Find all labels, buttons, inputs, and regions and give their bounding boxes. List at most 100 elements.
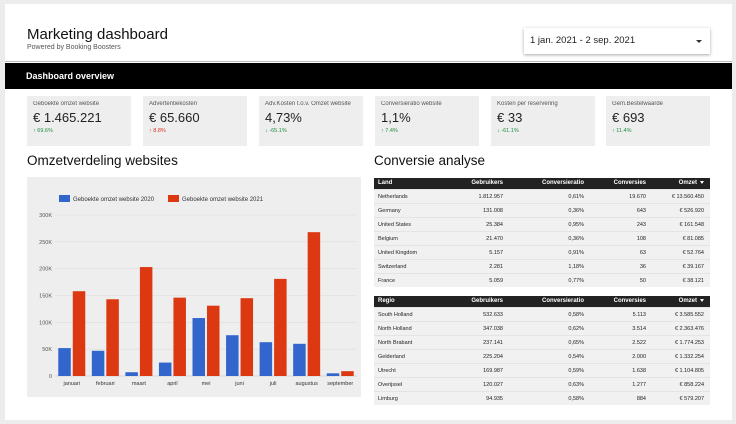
table-cell: South Holland bbox=[378, 312, 413, 318]
dashboard-page: Marketing dashboard Powered by Booking B… bbox=[5, 4, 732, 420]
bar bbox=[106, 299, 119, 376]
legend-label: Geboekte omzet website 2021 bbox=[182, 197, 264, 203]
table-cell: Overijssel bbox=[378, 382, 403, 388]
bar bbox=[58, 348, 71, 376]
table-row: Switzerland 2.281 1,18% 36 € 39.167 bbox=[374, 259, 710, 273]
kpi-value: € 33 bbox=[497, 110, 523, 125]
column-header[interactable]: Conversies bbox=[613, 180, 646, 186]
x-tick-label: maart bbox=[132, 381, 147, 387]
bar bbox=[72, 291, 86, 376]
bar bbox=[307, 232, 321, 376]
table-cell: 21.470 bbox=[486, 236, 503, 242]
column-header[interactable]: Omzet bbox=[679, 298, 704, 304]
arrow-down-icon: ↓ bbox=[265, 128, 268, 134]
section-banner: Dashboard overview bbox=[5, 63, 732, 89]
table-header: Regio Gebruikers Conversieratio Conversies O… bbox=[374, 296, 710, 307]
bar bbox=[125, 372, 138, 376]
table-cell: € 2.363.476 bbox=[674, 326, 704, 332]
table-cell: 169.987 bbox=[483, 368, 503, 374]
table-cell: 0,54% bbox=[568, 354, 584, 360]
column-header[interactable]: Gebruikers bbox=[471, 298, 503, 304]
arrow-up-icon: ↑ bbox=[149, 128, 152, 134]
column-header[interactable]: Conversieratio bbox=[541, 298, 584, 304]
bar bbox=[293, 343, 306, 376]
table-cell: 243 bbox=[636, 222, 646, 228]
kpi-card: Conversieratio website 1,1% ↑ 7.4% bbox=[375, 96, 479, 146]
page-subtitle: Powered by Booking Boosters bbox=[27, 44, 121, 51]
kpi-card: Kosten per reservering € 33 ↓ -61.1% bbox=[491, 96, 595, 146]
table-cell: 5.113 bbox=[632, 312, 646, 318]
table-cell: € 579.207 bbox=[679, 396, 704, 402]
table-cell: € 858.224 bbox=[679, 382, 704, 388]
sort-desc-icon bbox=[700, 298, 704, 302]
chart-section-title: Omzetverdeling websites bbox=[27, 153, 178, 168]
table-cell: 0,61% bbox=[568, 194, 584, 200]
kpi-card: Advertentiekosten € 65.660 ↑ 8.8% bbox=[143, 96, 247, 146]
column-header[interactable]: Omzet bbox=[679, 180, 704, 186]
kpi-change: ↑ 8.8% bbox=[149, 128, 241, 134]
table-cell: 2.000 bbox=[632, 354, 646, 360]
table-cell: 1.277 bbox=[632, 382, 646, 388]
kpi-value: 4,73% bbox=[265, 110, 302, 125]
table-cell: Limburg bbox=[378, 396, 398, 402]
bar bbox=[341, 371, 354, 376]
table-cell: North Brabant bbox=[378, 340, 413, 346]
bar bbox=[259, 342, 273, 376]
country-table: Land Gebruikers Conversieratio Conversies Om… bbox=[374, 178, 710, 287]
table-row: Overijssel 120.027 0,63% 1.277 € 858.224 bbox=[374, 377, 710, 391]
bar bbox=[207, 305, 220, 376]
column-header[interactable]: Conversies bbox=[613, 298, 646, 304]
table-cell: 0,58% bbox=[568, 396, 584, 402]
region-table: Regio Gebruikers Conversieratio Conversies O… bbox=[374, 296, 710, 405]
table-cell: 25.384 bbox=[486, 222, 503, 228]
x-tick-label: juli bbox=[269, 381, 277, 387]
column-header[interactable]: Gebruikers bbox=[471, 180, 503, 186]
table-section-title: Conversie analyse bbox=[374, 153, 486, 168]
divider bbox=[5, 61, 732, 62]
table-cell: 884 bbox=[636, 396, 646, 402]
x-tick-label: april bbox=[167, 381, 177, 387]
kpi-value: € 1.465.221 bbox=[33, 110, 102, 125]
table-cell: Belgium bbox=[378, 236, 398, 242]
kpi-change-value: 11.4% bbox=[616, 128, 632, 134]
date-range-picker[interactable]: 1 jan. 2021 - 2 sep. 2021 bbox=[524, 28, 710, 54]
x-tick-label: juni bbox=[234, 381, 244, 387]
column-header[interactable]: Land bbox=[378, 180, 393, 186]
table-row: Netherlands 1.812.957 0,61% 19.670 € 13.560.… bbox=[374, 189, 710, 203]
table-cell: 1.812.957 bbox=[478, 194, 503, 200]
arrow-up-icon: ↑ bbox=[381, 128, 384, 134]
table-cell: € 526.920 bbox=[679, 208, 704, 214]
table-cell: 2.281 bbox=[489, 264, 503, 270]
bar bbox=[240, 298, 254, 376]
table-cell: Utrecht bbox=[378, 368, 396, 374]
kpi-card: Geboekte omzet website € 1.465.221 ↑ 69.6% bbox=[27, 96, 131, 146]
sort-desc-icon bbox=[700, 180, 704, 184]
table-cell: 347.038 bbox=[483, 326, 503, 332]
table-cell: € 1.774.253 bbox=[674, 340, 704, 346]
table-cell: 5.059 bbox=[489, 278, 503, 284]
y-tick-label: 250K bbox=[39, 240, 52, 246]
table-cell: 0,36% bbox=[568, 236, 584, 242]
chart-svg: 0 50K 100K 150K 200K 250K 300K Geboekte omzet w… bbox=[39, 195, 357, 387]
table-cell: 19.670 bbox=[629, 194, 646, 200]
kpi-card: Adv.Kosten t.o.v. Omzet website 4,73% ↓ -6… bbox=[259, 96, 363, 146]
kpi-change: ↑ 11.4% bbox=[612, 128, 704, 134]
table-cell: 3.514 bbox=[632, 326, 646, 332]
kpi-value: 1,1% bbox=[381, 110, 411, 125]
kpi-value: € 693 bbox=[612, 110, 645, 125]
kpi-label: Kosten per reservering bbox=[497, 101, 558, 107]
x-tick-label: augustus bbox=[296, 381, 319, 387]
table-row: Belgium 21.470 0,36% 108 € 81.085 bbox=[374, 231, 710, 245]
table-row: United Kingdom 5.157 0,91% 63 € 52.764 bbox=[374, 245, 710, 259]
table-cell: 0,95% bbox=[568, 222, 584, 228]
table-cell: 643 bbox=[636, 208, 646, 214]
table-row: Utrecht 169.987 0,59% 1.638 € 1.104.805 bbox=[374, 363, 710, 377]
table-cell: 1,18% bbox=[568, 264, 584, 270]
arrow-up-icon: ↑ bbox=[612, 128, 615, 134]
y-tick-label: 200K bbox=[39, 267, 52, 273]
column-header[interactable]: Conversieratio bbox=[541, 180, 584, 186]
table-cell: 94.935 bbox=[486, 396, 503, 402]
table-cell: North Holland bbox=[378, 326, 412, 332]
x-tick-label: februari bbox=[96, 381, 115, 387]
column-header[interactable]: Regio bbox=[378, 298, 395, 304]
